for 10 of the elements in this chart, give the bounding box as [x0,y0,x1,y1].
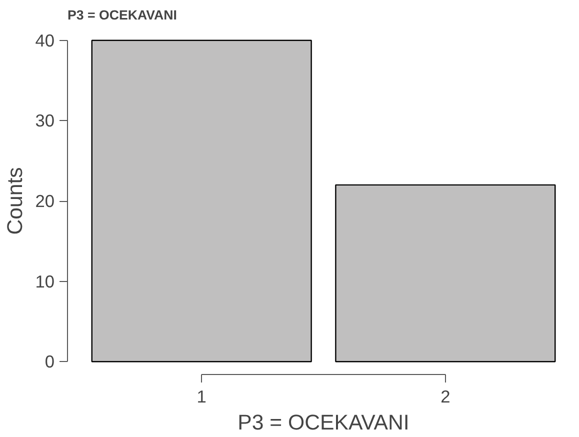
y-tick-label: 30 [35,110,55,131]
chart-title: P3 = OCEKAVANI [68,8,177,22]
y-tick-label: 20 [35,191,55,211]
y-tick-label: 40 [35,30,55,50]
x-tick-label: 2 [440,386,450,406]
x-tick-label: 1 [196,386,206,406]
x-axis-title: P3 = OCEKAVANI [238,410,410,434]
y-axis-title: Counts [3,167,28,235]
y-tick-label: 10 [35,271,55,292]
y-tick-label: 0 [44,352,55,372]
